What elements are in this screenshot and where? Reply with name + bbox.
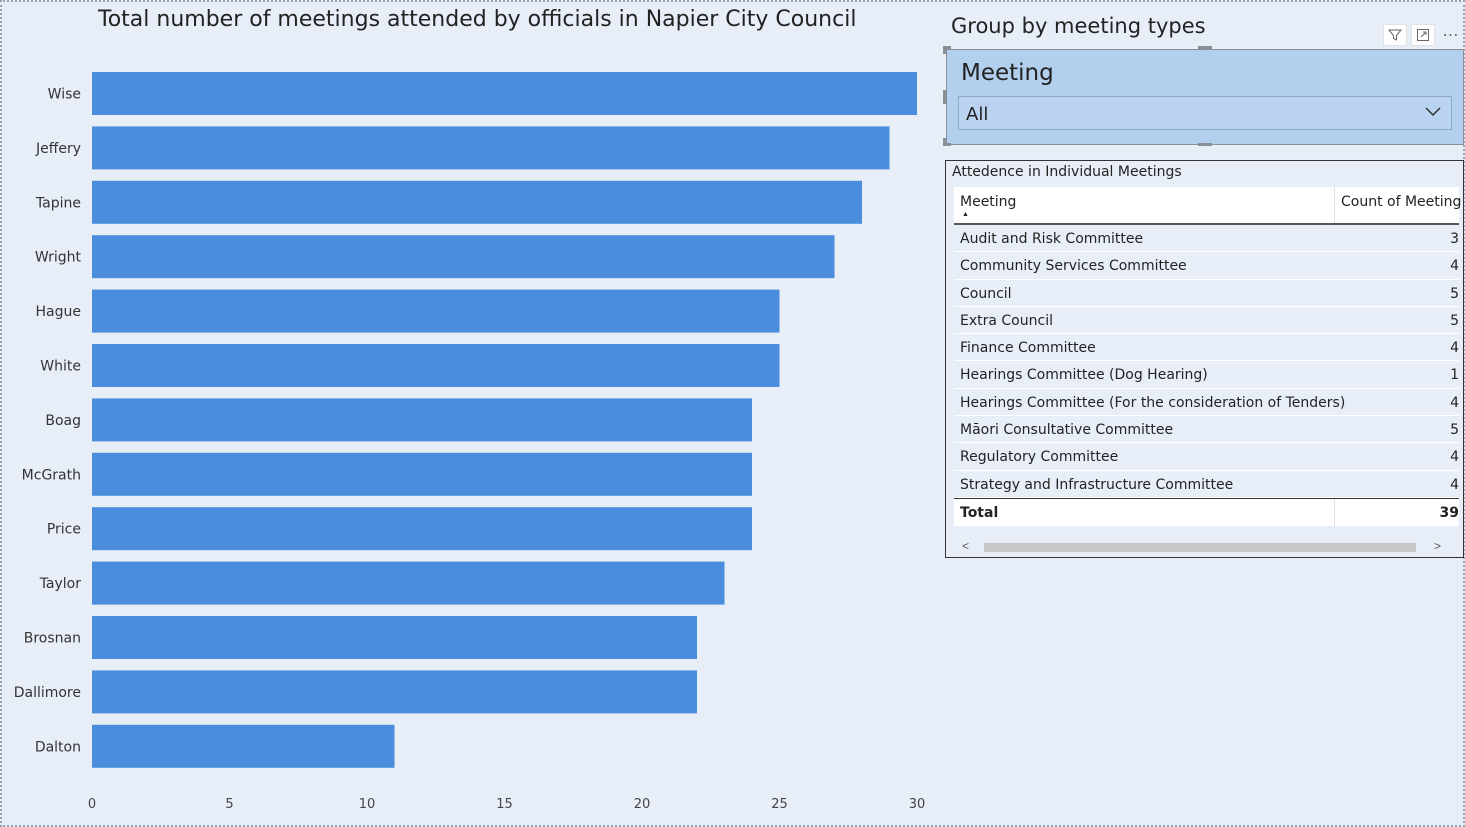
filter-icon[interactable]: [1383, 24, 1407, 46]
horizontal-scrollbar[interactable]: < >: [954, 539, 1459, 555]
cell-meeting: Council: [960, 285, 1012, 302]
cell-meeting: Extra Council: [960, 312, 1053, 329]
x-tick-label: 15: [496, 797, 513, 812]
table-row[interactable]: Audit and Risk Committee 3: [954, 225, 1459, 253]
meeting-slicer[interactable]: Meeting All: [946, 49, 1464, 145]
scroll-right-icon[interactable]: >: [1433, 539, 1441, 553]
chart-title: Total number of meetings attended by off…: [98, 7, 857, 32]
bar-wise[interactable]: [92, 72, 917, 115]
category-label: Dallimore: [14, 685, 81, 701]
visual-header: ⋯: [1383, 24, 1463, 46]
category-label: Taylor: [39, 576, 82, 592]
cell-count: 5: [1450, 422, 1459, 439]
cell-count: 4: [1450, 394, 1459, 411]
slicer-title: Group by meeting types: [951, 14, 1206, 38]
more-options-icon[interactable]: ⋯: [1442, 27, 1460, 44]
resize-handle-top[interactable]: [1198, 46, 1212, 49]
x-tick-label: 5: [225, 797, 233, 812]
scroll-left-icon[interactable]: <: [962, 539, 970, 553]
bar-mcgrath[interactable]: [92, 452, 752, 496]
table-row[interactable]: Regulatory Committee 4: [954, 443, 1459, 471]
attendance-table: Attedence in Individual Meetings Meeting…: [945, 160, 1464, 558]
category-label: Boag: [45, 413, 81, 429]
table-total-row: Total 39: [954, 497, 1459, 526]
cell-count: 1: [1450, 367, 1459, 384]
category-label: White: [40, 359, 81, 375]
slicer-header: Meeting: [961, 60, 1054, 86]
resize-handle-left[interactable]: [943, 90, 946, 104]
cell-count: 4: [1450, 449, 1459, 466]
column-header-count[interactable]: Count of Meeting: [1334, 187, 1462, 223]
focus-mode-icon[interactable]: [1411, 24, 1435, 46]
bar-dallimore[interactable]: [92, 670, 697, 714]
resize-handle-top-left-v[interactable]: [943, 46, 946, 54]
chevron-down-icon: [1425, 107, 1441, 117]
table-row[interactable]: Hearings Committee (Dog Hearing) 1: [954, 361, 1459, 389]
cell-meeting: Finance Committee: [960, 340, 1096, 357]
cell-meeting: Community Services Committee: [960, 258, 1187, 275]
table-header: Meeting ▲ Count of Meeting: [954, 187, 1462, 225]
x-tick-label: 30: [909, 797, 926, 812]
bar-tapine[interactable]: [92, 180, 862, 224]
sort-ascending-icon: ▲: [962, 211, 969, 218]
total-value: 39: [1439, 504, 1459, 521]
bar-price[interactable]: [92, 507, 752, 551]
table-row[interactable]: Hearings Committee (For the consideratio…: [954, 389, 1459, 417]
table-row[interactable]: Strategy and Infrastructure Committee 4: [954, 471, 1459, 498]
table-row[interactable]: Māori Consultative Committee 5: [954, 416, 1459, 444]
table-title: Attedence in Individual Meetings: [952, 164, 1182, 180]
bar-wright[interactable]: [92, 235, 835, 279]
scrollbar-thumb[interactable]: [984, 543, 1416, 552]
resize-handle-top-left[interactable]: [943, 46, 951, 49]
cell-meeting: Hearings Committee (Dog Hearing): [960, 367, 1208, 384]
table-grid: Meeting ▲ Count of Meeting Audit and Ris…: [954, 187, 1462, 526]
cell-meeting: Strategy and Infrastructure Committee: [960, 476, 1234, 493]
cell-count: 4: [1450, 340, 1459, 357]
category-label: Wise: [48, 87, 81, 103]
slicer-dropdown[interactable]: All: [958, 96, 1452, 130]
column-header-meeting[interactable]: Meeting: [960, 194, 1017, 210]
category-label: Brosnan: [24, 631, 81, 647]
cell-meeting: Hearings Committee (For the consideratio…: [960, 394, 1346, 411]
x-tick-label: 10: [359, 797, 376, 812]
category-label: Dalton: [35, 739, 81, 755]
cell-count: 4: [1450, 258, 1459, 275]
table-body: Audit and Risk Committee 3 Community Servi…: [954, 225, 1459, 498]
cell-count: 5: [1450, 312, 1459, 329]
x-tick-label: 0: [88, 797, 96, 812]
cell-count: 3: [1450, 231, 1459, 247]
category-label: Hague: [36, 304, 81, 320]
bar-taylor[interactable]: [92, 561, 725, 605]
cell-meeting: Audit and Risk Committee: [960, 231, 1144, 247]
bar-dalton[interactable]: [92, 724, 395, 768]
category-label: McGrath: [22, 467, 81, 483]
table-row[interactable]: Extra Council 5: [954, 307, 1459, 335]
category-label: Jeffery: [35, 141, 81, 157]
table-row[interactable]: Council 5: [954, 280, 1459, 307]
cell-count: 5: [1450, 285, 1459, 302]
slicer-selected-value: All: [966, 104, 989, 125]
table-row[interactable]: Finance Committee 4: [954, 334, 1459, 362]
bar-boag[interactable]: [92, 398, 752, 442]
resize-handle-bottom-left[interactable]: [943, 143, 951, 146]
bar-brosnan[interactable]: [92, 616, 697, 659]
bar-chart: Wise Jeffery Tapine Wright Hague White Boag McG…: [14, 72, 926, 812]
cell-meeting: Regulatory Committee: [960, 449, 1119, 466]
total-label: Total: [960, 504, 999, 521]
x-tick-label: 20: [634, 797, 651, 812]
bar-jeffery[interactable]: [92, 126, 890, 170]
cell-meeting: Māori Consultative Committee: [960, 422, 1174, 439]
category-label: Price: [47, 522, 81, 538]
category-label: Tapine: [35, 195, 81, 211]
column-header-count-label: Count of Meeting: [1341, 194, 1462, 210]
category-label: Wright: [35, 250, 82, 266]
cell-count: 4: [1450, 476, 1459, 493]
resize-handle-bottom-left-v[interactable]: [943, 138, 946, 146]
bar-hague[interactable]: [92, 289, 780, 333]
bar-white[interactable]: [92, 344, 780, 387]
x-tick-label: 25: [771, 797, 788, 812]
resize-handle-bottom[interactable]: [1198, 143, 1212, 146]
table-row[interactable]: Community Services Committee 4: [954, 252, 1459, 280]
